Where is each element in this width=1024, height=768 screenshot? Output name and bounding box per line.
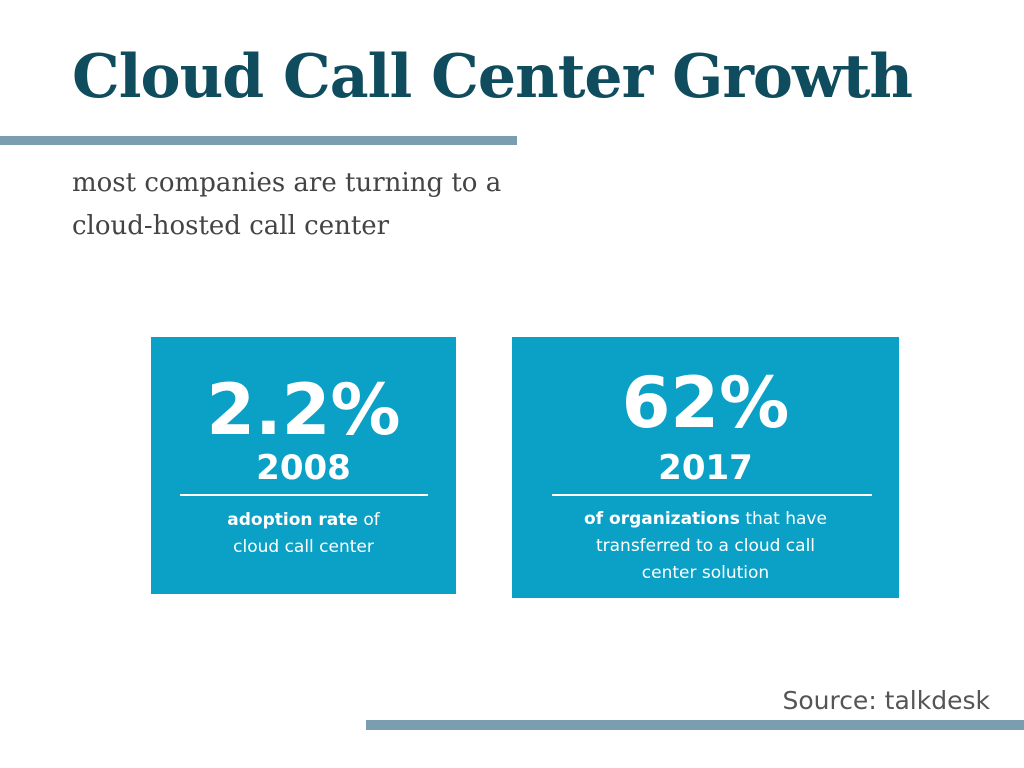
description-bold: of organizations — [584, 509, 740, 529]
description-text: of cloud call center — [233, 510, 380, 557]
divider — [180, 494, 428, 496]
year: 2017 — [658, 448, 753, 488]
stat-card: 62% 2017 of organizations that have tran… — [512, 337, 899, 598]
footer-bar — [366, 720, 1024, 730]
divider — [552, 494, 872, 496]
title-underline — [0, 136, 517, 145]
stat-card: 2.2% 2008 adoption rate of cloud call ce… — [151, 337, 456, 594]
subtitle-line: most companies are turning to a — [72, 168, 502, 198]
title: Cloud Call Center Growth — [72, 42, 913, 112]
description-bold: adoption rate — [227, 510, 358, 530]
description-text: that have transferred to a cloud call ce… — [595, 509, 827, 583]
source: Source: talkdesk — [782, 686, 990, 715]
stat: 62% — [621, 362, 790, 444]
description: adoption rate of cloud call center — [209, 507, 399, 561]
year: 2008 — [256, 448, 351, 488]
subtitle-line: cloud-hosted call center — [72, 211, 390, 241]
stat: 2.2% — [206, 369, 401, 451]
description: of organizations that have transferred t… — [581, 506, 831, 587]
